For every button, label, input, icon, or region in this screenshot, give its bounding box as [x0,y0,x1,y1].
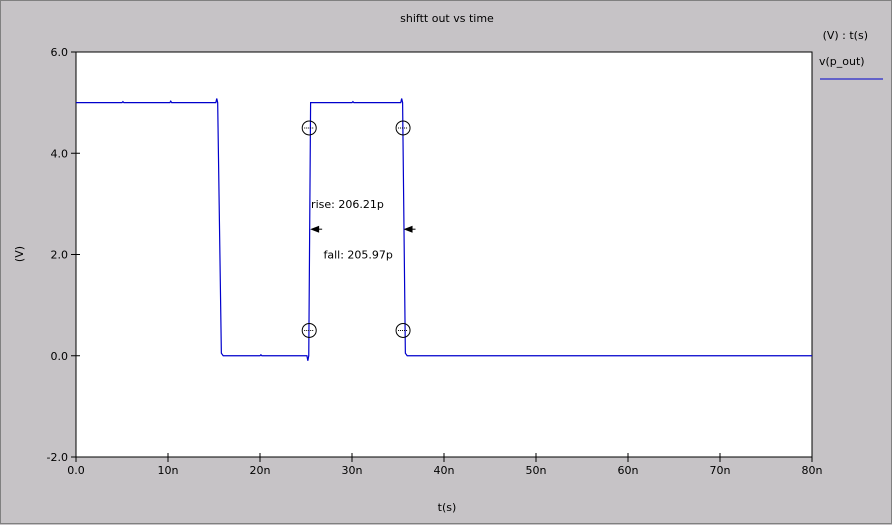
measurement-annotation: rise: 206.21p [310,198,384,233]
y-axis-label: (V) [13,246,26,262]
x-tick-label: 50n [526,464,547,477]
y-tick-label: 6.0 [51,46,69,59]
measurement-marker[interactable] [301,322,317,338]
marker-circle [301,322,317,338]
plot-area[interactable] [75,51,813,458]
x-tick-label: 40n [434,464,455,477]
measurement-marker[interactable] [395,322,411,338]
x-tick-label: 0.0 [67,464,85,477]
x-tick-label: 80n [802,464,823,477]
y-axis-ticks: -2.0 0.0 2.0 4.0 6.0 [47,46,80,464]
y-tick-label: -2.0 [47,451,68,464]
legend-series-label[interactable]: v(p_out) [819,55,865,68]
annotation-text: fall: 205.97p [323,249,392,262]
series-layer [76,98,812,361]
marker-layer [301,120,411,338]
x-tick-label: 20n [250,464,271,477]
marker-circle [395,322,411,338]
annotation-layer: rise: 206.21p fall: 205.97p [310,198,416,262]
y-tick-label: 0.0 [51,350,69,363]
x-tick-label: 70n [710,464,731,477]
series-line-1[interactable] [76,98,812,361]
annotation-text: rise: 206.21p [311,198,384,211]
x-tick-label: 30n [342,464,363,477]
x-axis-label: t(s) [438,501,457,514]
y-tick-label: 2.0 [51,249,69,262]
x-tick-label: 10n [158,464,179,477]
x-axis-ticks: 0.0 10n 20n 30n 40n 50n 60n 70n 80n [67,453,823,477]
marker-circle [301,120,317,136]
measurement-marker[interactable] [301,120,317,136]
measurement-marker[interactable] [395,120,411,136]
measurement-annotation: fall: 205.97p [323,225,416,262]
chart-title: shiftt out vs time [400,12,494,25]
legend-header: (V) : t(s) [823,29,868,42]
y-tick-label: 4.0 [51,147,69,160]
x-tick-label: 60n [618,464,639,477]
marker-circle [395,120,411,136]
